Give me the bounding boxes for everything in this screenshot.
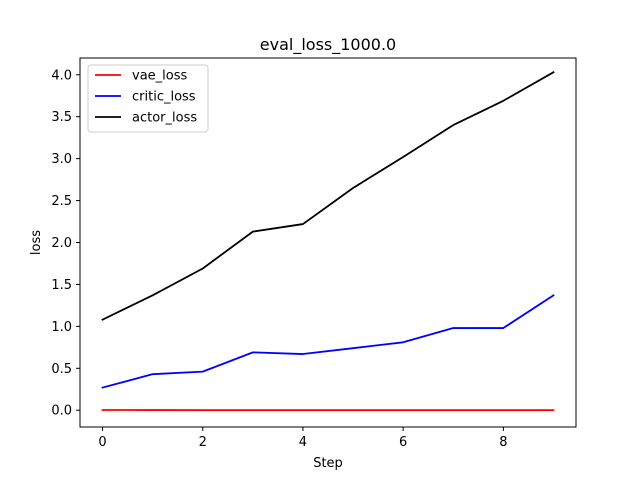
y-tick-label: 2.5 (51, 194, 72, 209)
y-tick-label: 3.5 (51, 110, 72, 125)
y-tick-label: 2.0 (51, 236, 72, 251)
x-axis-label: Step (313, 456, 343, 471)
y-tick-label: 0.5 (51, 362, 72, 377)
x-tick-label: 0 (98, 435, 106, 450)
x-tick-label: 2 (199, 435, 207, 450)
y-tick-label: 1.5 (51, 278, 72, 293)
y-tick-label: 4.0 (51, 68, 72, 83)
y-tick-label: 1.0 (51, 320, 72, 335)
x-tick-label: 6 (399, 435, 407, 450)
chart-title: eval_loss_1000.0 (260, 35, 396, 55)
x-tick-label: 8 (499, 435, 507, 450)
legend-label: critic_loss (132, 90, 196, 105)
legend: vae_loss critic_loss actor_loss (88, 65, 208, 132)
y-axis-label: loss (29, 230, 44, 255)
x-tick-label: 4 (299, 435, 307, 450)
y-tick-label: 3.0 (51, 152, 72, 167)
legend-label: actor_loss (132, 111, 197, 126)
legend-label: vae_loss (132, 69, 187, 84)
y-tick-label: 0.0 (51, 404, 72, 419)
series-line-critic-loss (103, 295, 554, 387)
x-axis: 0 2 4 6 8 (98, 427, 507, 450)
y-axis: 0.0 0.5 1.0 1.5 2.0 2.5 3.0 3.5 4.0 (51, 68, 80, 418)
